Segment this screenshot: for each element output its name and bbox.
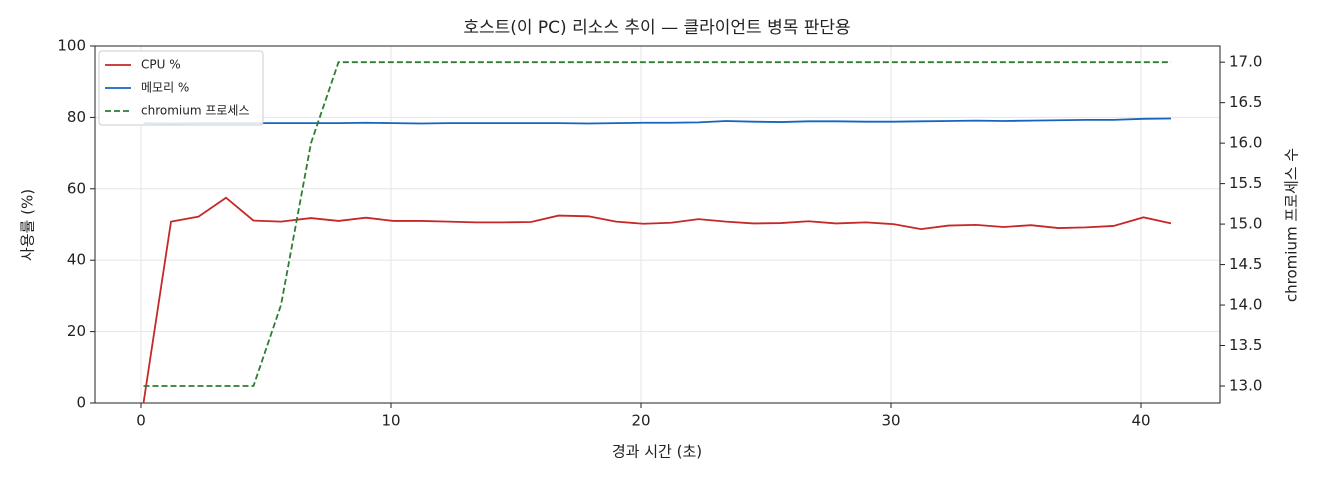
y2-tick-label: 16.0	[1229, 134, 1262, 152]
y2-axis-label: chromium 프로세스 수	[1283, 148, 1301, 302]
chart-title: 호스트(이 PC) 리소스 추이 — 클라이언트 병목 판단용	[463, 18, 850, 38]
legend-label: 메모리 %	[141, 81, 189, 95]
x-tick-label: 20	[631, 412, 650, 430]
legend-box	[98, 50, 264, 126]
x-tick-label: 40	[1131, 412, 1150, 430]
y-tick-label: 0	[76, 394, 86, 412]
y2-tick-label: 16.5	[1229, 93, 1262, 111]
y-axis-label: 사용률 (%)	[19, 189, 37, 261]
x-tick-label: 0	[136, 412, 146, 430]
x-tick-label: 10	[381, 412, 400, 430]
data-line	[142, 196, 1172, 404]
legend: CPU % 메모리 % chromium 프로세스	[98, 50, 264, 126]
y-tick-label: 40	[67, 251, 86, 269]
y-tick-label: 80	[67, 108, 86, 126]
x-axis-label: 경과 시간 (초)	[612, 443, 702, 461]
y2-tick-label: 13.5	[1229, 336, 1262, 354]
legend-label: CPU %	[141, 58, 181, 72]
y2-tick-label: 15.5	[1229, 174, 1262, 192]
y2-tick-label: 17.0	[1229, 53, 1262, 71]
y2-tick-label: 14.5	[1229, 255, 1262, 273]
x-tick-label: 30	[881, 412, 900, 430]
y-tick-label: 100	[57, 37, 86, 55]
data-line	[143, 117, 1172, 125]
y-tick-label: 20	[67, 322, 86, 340]
data-line	[143, 61, 1171, 387]
legend-label: chromium 프로세스	[141, 104, 250, 118]
y2-tick-label: 15.0	[1229, 215, 1262, 233]
y-tick-label: 60	[67, 179, 86, 197]
y2-tick-label: 13.0	[1229, 377, 1262, 395]
plot-frame	[94, 45, 1221, 404]
y2-tick-label: 14.0	[1229, 296, 1262, 314]
